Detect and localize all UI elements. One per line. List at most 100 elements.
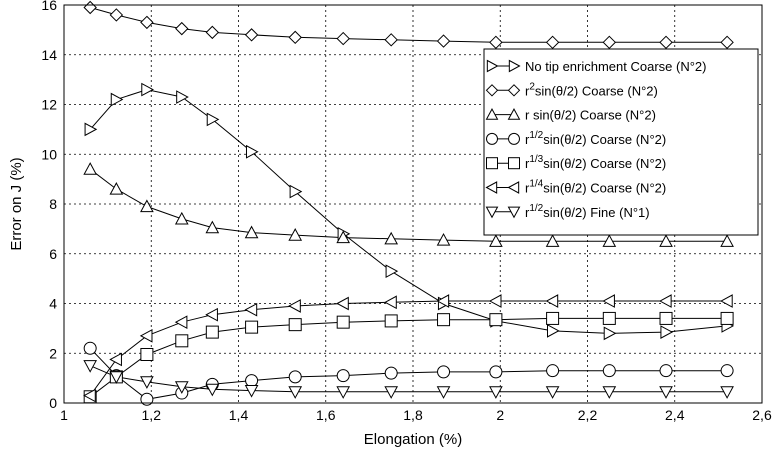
y-tick-label: 0 [49,395,57,411]
y-tick-label: 10 [41,146,57,162]
series-1-point [661,326,672,338]
legend-label: r2sin(θ/2) Coarse (N°2) [525,81,658,98]
series-4-point [547,365,559,377]
series-6-point [660,295,671,307]
legend-label: r sin(θ/2) Coarse (N°2) [525,108,656,123]
legend-label-superscript: 1/2 [529,203,543,214]
series-4-point [246,375,258,387]
series-6-point [490,295,501,307]
series-5-point [721,312,733,324]
y-tick-label: 2 [49,345,57,361]
series-5-point [337,316,349,328]
x-tick-label: 1,8 [403,407,423,423]
legend-label-superscript: 1/4 [529,179,543,190]
legend-label: No tip enrichment Coarse (N°2) [525,59,707,74]
series-1-point [386,265,397,277]
series-5-point [289,319,301,331]
y-tick-label: 8 [49,196,57,212]
series-4-point [289,371,301,383]
series-6-point [141,330,152,342]
series-3-point [176,213,188,224]
series-6-point [721,295,732,307]
legend-label-base: No tip enrichment Coarse (N°2) [525,59,707,74]
series-2-point [206,26,218,38]
x-tick-label: 2,2 [578,407,598,423]
series-7-line [90,366,727,392]
series-5-point [438,314,450,326]
x-tick-label: 1 [60,407,68,423]
y-tick-label: 6 [49,246,57,262]
series-5-point [660,312,672,324]
series-2-point [660,36,672,48]
series-5-point [176,335,188,347]
series-2-point [289,31,301,43]
series-2-point [603,36,615,48]
series-5-point [547,312,559,324]
series-4-point [337,370,349,382]
series-5-point [603,312,615,324]
series-2-point [721,36,733,48]
legend-label-rest: sin(θ/2) Coarse (N°2) [535,83,658,98]
series-6-point [246,304,257,316]
legend-label-rest: sin(θ/2) Coarse (N°2) [543,132,666,147]
legend-marker [509,158,520,169]
series-6-point [547,295,558,307]
series-2-point [438,35,450,47]
legend-label: r1/2sin(θ/2) Coarse (N°2) [525,130,666,147]
legend-label-base: r sin(θ/2) Coarse (N°2) [525,108,656,123]
x-tick-label: 2 [496,407,504,423]
series-2-point [176,23,188,35]
series-4-point [490,366,502,378]
series-4-point [721,365,733,377]
series-5-point [206,326,218,338]
y-tick-label: 16 [41,0,57,13]
series-6-point [337,298,348,310]
series-5-point [141,348,153,360]
series-6-point [385,296,396,308]
legend-marker [487,133,498,144]
series-6-point [289,300,300,312]
series-6-point [603,295,614,307]
series-1-point [548,325,559,337]
legend-label-rest: sin(θ/2) Coarse (N°2) [543,181,666,196]
series-6-point [110,353,121,365]
legend-label-rest: sin(θ/2) Coarse (N°2) [543,156,666,171]
series-4-point [603,365,615,377]
series-4-point [84,342,96,354]
series-2-point [110,9,122,21]
series-3-point [110,183,122,194]
series-3-point [206,222,218,233]
series-4-point [660,365,672,377]
series-4-point [385,367,397,379]
series-5-point [385,315,397,327]
x-tick-label: 2,6 [752,407,772,423]
series-2-point [337,33,349,45]
series-2-point [84,1,96,13]
legend-marker [487,158,498,169]
legend-label-rest: sin(θ/2) Fine (N°1) [543,205,649,220]
y-tick-label: 12 [41,97,57,113]
series-6-point [176,316,187,328]
series-7-point [84,361,96,372]
x-tick-label: 1,6 [316,407,336,423]
legend-marker [509,133,520,144]
y-tick-label: 4 [49,296,57,312]
series-4-point [438,366,450,378]
y-tick-labels: 0 2 4 6 8 10 12 14 16 [41,0,57,411]
series-1-point [604,327,615,339]
x-tick-label: 2,4 [665,407,685,423]
series-1-point [177,91,188,103]
x-tick-label: 1,4 [229,407,249,423]
legend-label: r1/3sin(θ/2) Coarse (N°2) [525,154,666,171]
legend-label-superscript: 1/2 [529,130,543,141]
series-3-point [84,163,96,174]
y-tick-label: 14 [41,47,57,63]
x-tick-label: 1,2 [142,407,162,423]
legend-label: r1/2sin(θ/2) Fine (N°1) [525,203,650,220]
legend-label: r1/4sin(θ/2) Coarse (N°2) [525,179,666,196]
series-6-point [206,309,217,321]
legend: No tip enrichment Coarse (N°2) r2sin(θ/2)… [484,49,758,235]
series-5-point [246,321,258,333]
series-2-point [246,29,258,41]
